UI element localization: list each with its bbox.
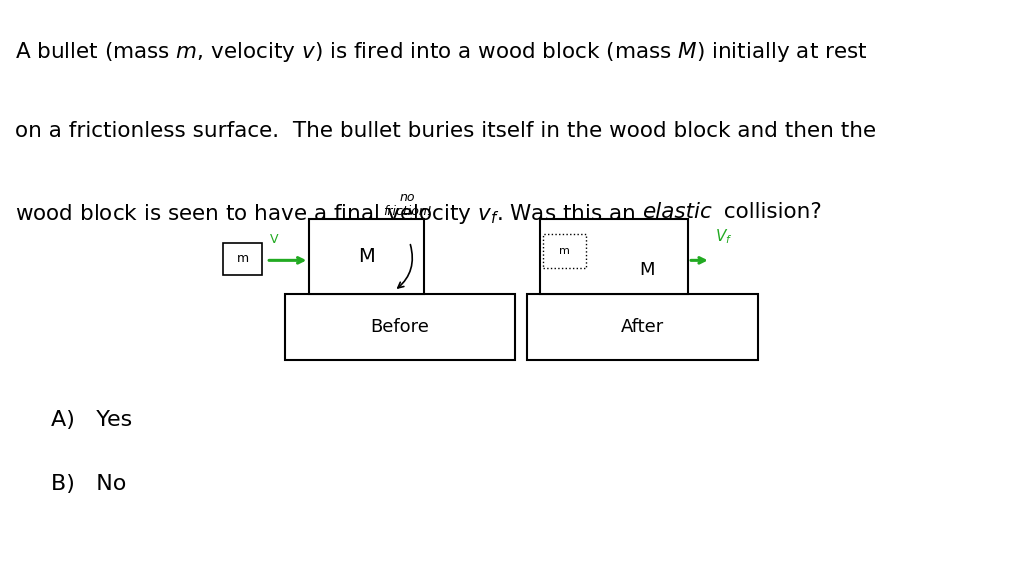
Text: B)   No: B) No	[51, 474, 127, 494]
Text: M: M	[358, 247, 375, 266]
Text: V: V	[270, 233, 279, 246]
Bar	[223, 243, 262, 275]
Bar	[527, 294, 758, 360]
Text: friction!: friction!	[383, 204, 432, 218]
FancyArrowPatch shape	[398, 245, 413, 288]
Text: wood block is seen to have a final velocity $v_f$. Was this an: wood block is seen to have a final veloc…	[15, 202, 637, 226]
Text: elastic: elastic	[642, 202, 712, 222]
Text: $V_f$: $V_f$	[715, 227, 732, 245]
Text: A bullet (mass $m$, velocity $v$) is fired into a wood block (mass $M$) initiall: A bullet (mass $m$, velocity $v$) is fir…	[15, 40, 868, 65]
Bar	[543, 234, 586, 268]
Text: m: m	[237, 252, 249, 266]
Text: A)   Yes: A) Yes	[51, 411, 132, 430]
Text: M: M	[639, 261, 654, 279]
Text: Before: Before	[371, 318, 429, 336]
Text: collision?: collision?	[717, 202, 821, 222]
Bar	[540, 219, 688, 294]
Text: m: m	[559, 246, 569, 256]
Text: on a frictionless surface.  The bullet buries itself in the wood block and then : on a frictionless surface. The bullet bu…	[15, 121, 877, 141]
Bar	[285, 294, 515, 360]
Text: no: no	[399, 191, 416, 204]
Text: After: After	[621, 318, 665, 336]
Bar	[309, 219, 424, 294]
